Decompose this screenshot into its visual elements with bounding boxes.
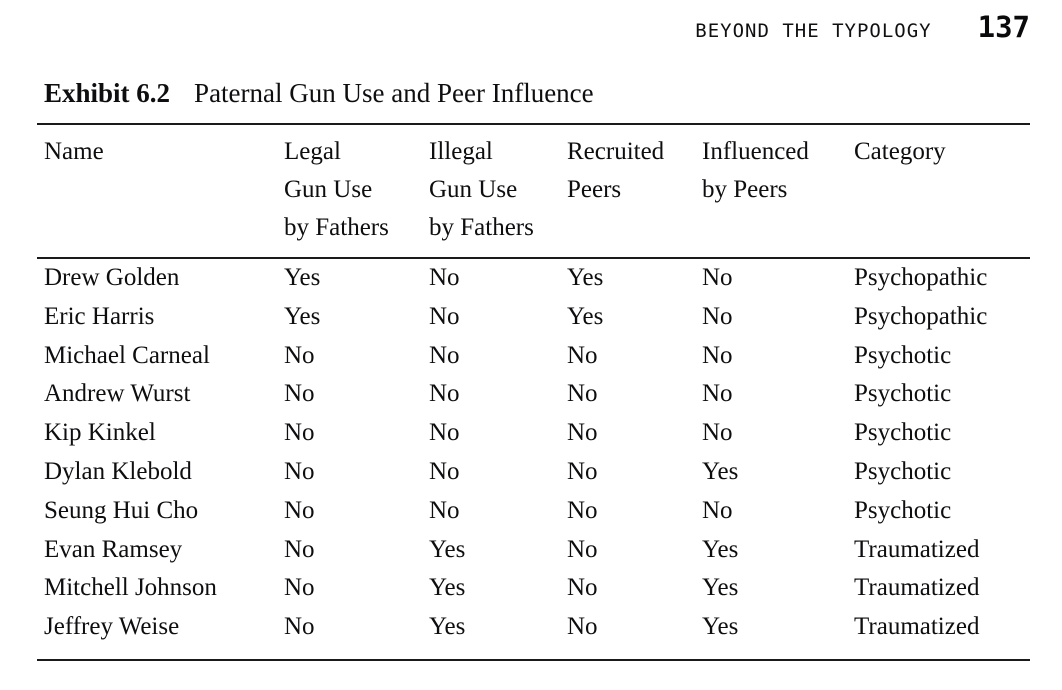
table-row: Dylan Klebold No No No Yes Psychotic <box>37 453 1030 492</box>
cell-illegal-gun-use: No <box>429 302 460 330</box>
cell-influenced-by-peers: Yes <box>702 613 739 641</box>
cell-influenced-by-peers: No <box>702 496 733 524</box>
cell-recruited-peers: No <box>567 574 598 602</box>
cell-legal-gun-use: No <box>284 496 315 524</box>
cell-illegal-gun-use: No <box>429 457 460 485</box>
cell-influenced-by-peers: No <box>702 380 733 408</box>
cell-category: Psychotic <box>854 457 952 485</box>
cell-recruited-peers: No <box>567 419 598 447</box>
cell-recruited-peers: No <box>567 496 598 524</box>
cell-recruited-peers: No <box>567 380 598 408</box>
cell-legal-gun-use: Yes <box>284 302 321 330</box>
cell-recruited-peers: No <box>567 535 598 563</box>
cell-influenced-by-peers: Yes <box>702 574 739 602</box>
column-header-illegal: Illegal Gun Use by Fathers <box>429 124 567 259</box>
cell-illegal-gun-use: Yes <box>429 535 466 563</box>
cell-illegal-gun-use: No <box>429 264 460 291</box>
cell-legal-gun-use: No <box>284 419 315 447</box>
cell-recruited-peers: Yes <box>567 302 604 330</box>
cell-influenced-by-peers: Yes <box>702 535 739 563</box>
table-row: Andrew Wurst No No No No Psychotic <box>37 375 1030 414</box>
column-header-category: Category <box>854 124 1030 259</box>
cell-legal-gun-use: No <box>284 380 315 408</box>
cell-influenced-by-peers: Yes <box>702 457 739 485</box>
cell-name: Seung Hui Cho <box>44 496 199 524</box>
table-row: Michael Carneal No No No No Psychotic <box>37 337 1030 376</box>
table-row: Drew Golden Yes No Yes No Psychopathic <box>37 258 1030 298</box>
running-head-title: BEYOND THE TYPOLOGY <box>695 20 932 42</box>
cell-name: Michael Carneal <box>44 341 210 369</box>
cell-category: Traumatized <box>854 535 980 563</box>
cell-name: Evan Ramsey <box>44 535 183 563</box>
cell-category: Psychotic <box>854 341 952 369</box>
table-row: Kip Kinkel No No No No Psychotic <box>37 414 1030 453</box>
exhibit-table: Name Legal Gun Use by Fathers Illegal Gu… <box>37 123 1030 661</box>
cell-category: Traumatized <box>854 613 980 641</box>
cell-illegal-gun-use: Yes <box>429 613 466 641</box>
cell-legal-gun-use: No <box>284 574 315 602</box>
cell-legal-gun-use: No <box>284 613 315 641</box>
cell-category: Psychotic <box>854 496 952 524</box>
cell-name: Jeffrey Weise <box>44 613 180 641</box>
exhibit-name: Paternal Gun Use and Peer Influence <box>194 78 594 108</box>
column-header-name: Name <box>37 124 284 259</box>
cell-illegal-gun-use: No <box>429 341 460 369</box>
cell-category: Psychotic <box>854 419 952 447</box>
column-header-recruited: Recruited Peers <box>567 124 702 259</box>
cell-illegal-gun-use: No <box>429 419 460 447</box>
cell-influenced-by-peers: No <box>702 341 733 369</box>
column-header-legal: Legal Gun Use by Fathers <box>284 124 429 259</box>
table-header-row: Name Legal Gun Use by Fathers Illegal Gu… <box>37 124 1030 259</box>
cell-name: Kip Kinkel <box>44 419 156 447</box>
cell-legal-gun-use: No <box>284 535 315 563</box>
table-row: Eric Harris Yes No Yes No Psychopathic <box>37 298 1030 337</box>
cell-influenced-by-peers: No <box>702 302 733 330</box>
table-row: Jeffrey Weise No Yes No Yes Traumatized <box>37 608 1030 660</box>
cell-legal-gun-use: No <box>284 341 315 369</box>
cell-recruited-peers: No <box>567 613 598 641</box>
cell-name: Andrew Wurst <box>44 380 191 408</box>
table-body: Drew Golden Yes No Yes No Psychopathic E… <box>37 258 1030 660</box>
cell-name: Dylan Klebold <box>44 457 192 485</box>
cell-category: Psychopathic <box>854 302 988 330</box>
cell-category: Traumatized <box>854 574 980 602</box>
cell-name: Eric Harris <box>44 302 155 330</box>
cell-illegal-gun-use: Yes <box>429 574 466 602</box>
cell-category: Psychopathic <box>854 264 988 291</box>
table-row: Evan Ramsey No Yes No Yes Traumatized <box>37 531 1030 570</box>
page-number: 137 <box>977 10 1030 44</box>
table-row: Mitchell Johnson No Yes No Yes Traumatiz… <box>37 569 1030 608</box>
column-header-influenced: Influenced by Peers <box>702 124 854 259</box>
cell-name: Mitchell Johnson <box>44 574 217 602</box>
cell-illegal-gun-use: No <box>429 380 460 408</box>
cell-recruited-peers: No <box>567 457 598 485</box>
cell-recruited-peers: Yes <box>567 264 604 291</box>
exhibit-title: Exhibit 6.2 Paternal Gun Use and Peer Inf… <box>44 78 594 109</box>
cell-category: Psychotic <box>854 380 952 408</box>
running-head: BEYOND THE TYPOLOGY 137 <box>695 10 1030 44</box>
table-row: Seung Hui Cho No No No No Psychotic <box>37 492 1030 531</box>
cell-recruited-peers: No <box>567 341 598 369</box>
cell-legal-gun-use: Yes <box>284 264 321 291</box>
cell-legal-gun-use: No <box>284 457 315 485</box>
cell-influenced-by-peers: No <box>702 419 733 447</box>
cell-influenced-by-peers: No <box>702 264 733 291</box>
exhibit-label: Exhibit 6.2 <box>44 78 171 108</box>
cell-illegal-gun-use: No <box>429 496 460 524</box>
cell-name: Drew Golden <box>44 264 180 291</box>
